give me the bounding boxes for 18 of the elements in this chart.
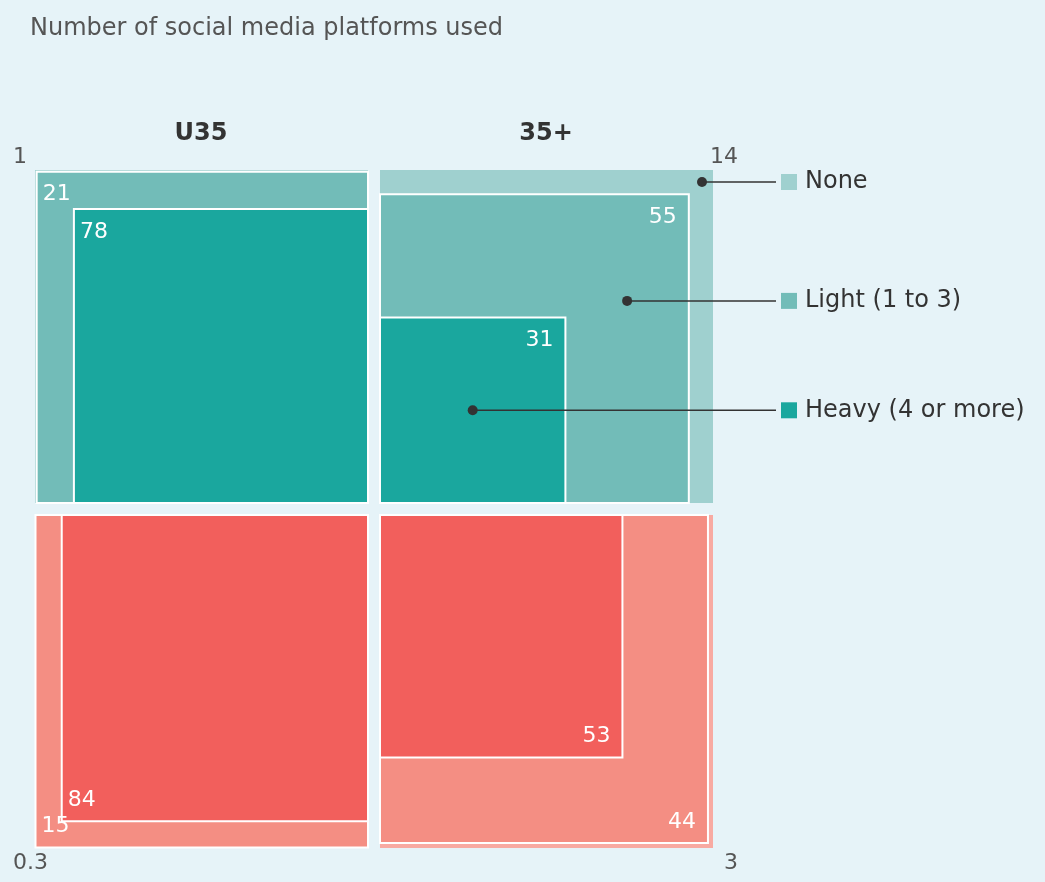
legend-label: Light (1 to 3) bbox=[805, 285, 962, 314]
category-label: 35+ bbox=[519, 118, 573, 146]
data-label: 78 bbox=[79, 217, 108, 243]
data-label: 55 bbox=[648, 202, 677, 228]
legend-label: None bbox=[805, 166, 868, 195]
data-label: 31 bbox=[525, 326, 554, 352]
legend-label: Heavy (4 or more) bbox=[805, 394, 1025, 423]
text: Number of social media platforms used bbox=[30, 13, 504, 41]
data-label: 1 bbox=[13, 142, 27, 168]
data-label: 0.3 bbox=[13, 848, 48, 874]
data-label: 21 bbox=[42, 180, 71, 206]
data-label: 15 bbox=[41, 812, 70, 838]
data-label: 84 bbox=[67, 785, 96, 811]
data-label: 14 bbox=[710, 142, 738, 168]
category-label: U35 bbox=[174, 118, 228, 146]
data-label: 3 bbox=[724, 848, 738, 874]
data-label: 53 bbox=[582, 722, 611, 748]
data-label: 44 bbox=[667, 807, 696, 833]
